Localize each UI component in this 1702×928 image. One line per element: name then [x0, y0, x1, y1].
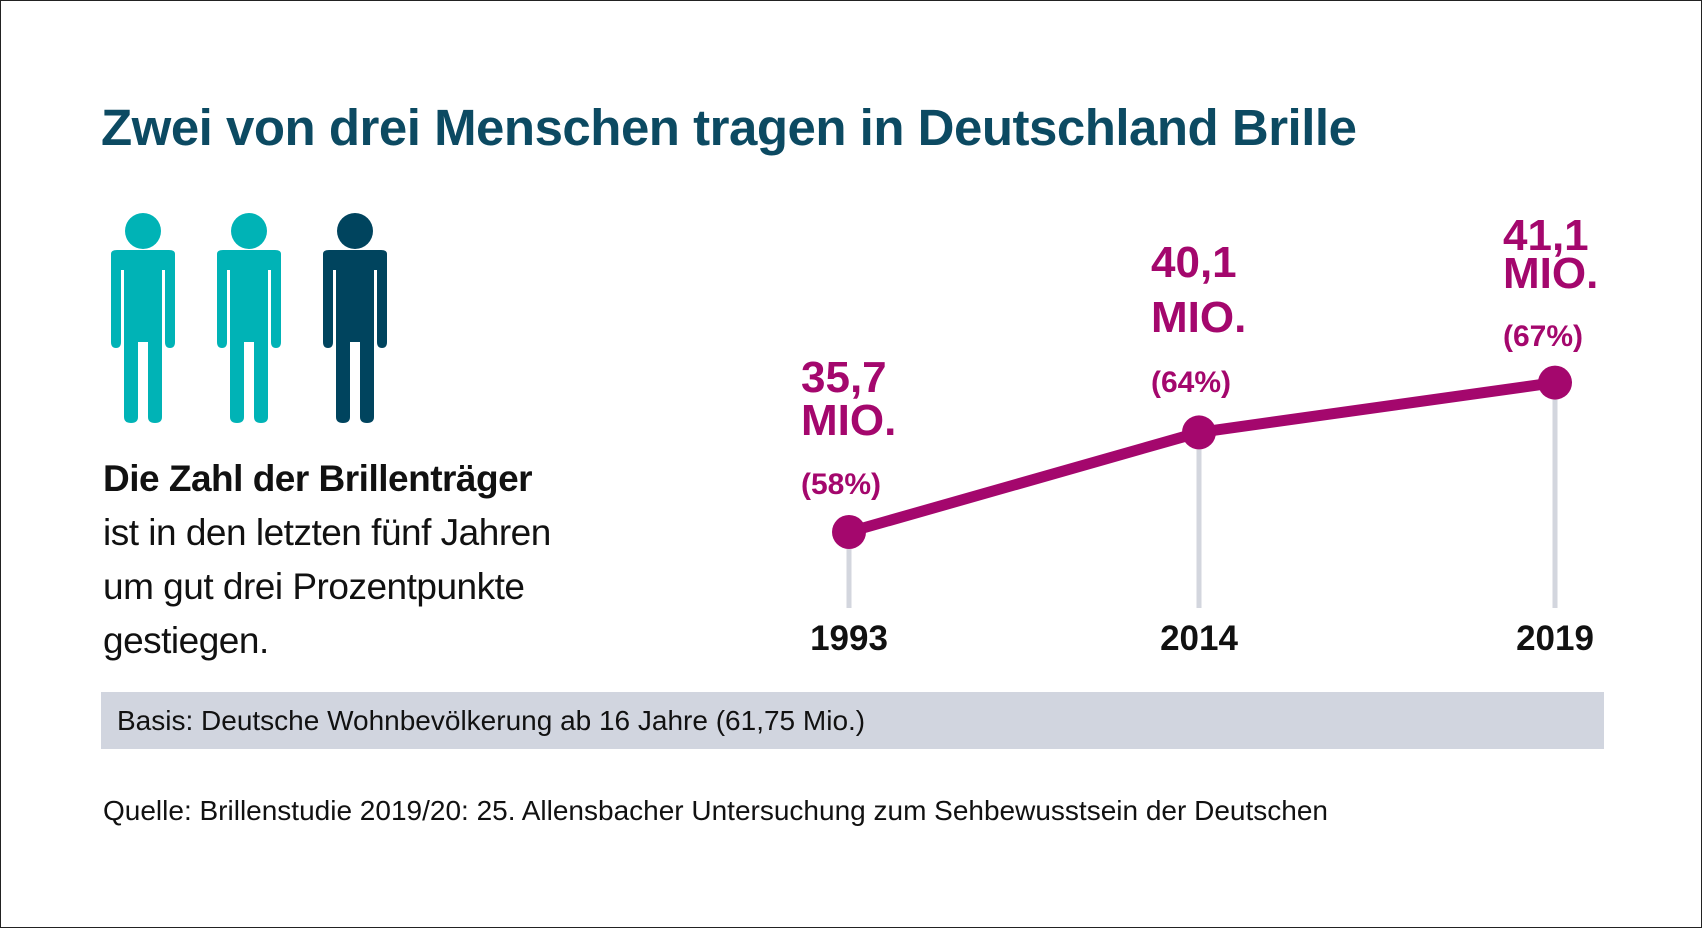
value-label: 41,1: [1503, 211, 1589, 260]
percent-label: (58%): [801, 468, 881, 501]
source-text: Quelle: Brillenstudie 2019/20: 25. Allen…: [103, 795, 1328, 826]
x-tick-label: 1993: [810, 619, 888, 658]
unit-label: MIO.: [1503, 249, 1598, 298]
data-point: [832, 515, 866, 549]
description-bold: Die Zahl der Brillenträger: [103, 458, 533, 499]
unit-label: MIO.: [801, 396, 896, 445]
percent-label: (64%): [1151, 366, 1231, 399]
page-title: Zwei von drei Menschen tragen in Deutsch…: [101, 99, 1357, 156]
value-label: 40,1: [1151, 238, 1237, 287]
basis-bar: Basis: Deutsche Wohnbevölkerung ab 16 Ja…: [101, 692, 1604, 749]
series-line: [847, 377, 1556, 538]
data-point: [1182, 415, 1216, 450]
description-line: um gut drei Prozentpunkte: [103, 566, 525, 607]
description: Die Zahl der Brillenträger ist in den le…: [103, 452, 551, 668]
percent-label: (67%): [1503, 320, 1583, 353]
description-line: gestiegen.: [103, 620, 269, 661]
line-chart: 1993 2014 201935,7MIO.(58%)40,1MIO.(64%)41…: [801, 211, 1598, 658]
x-tick-label: 2014: [1160, 619, 1238, 658]
data-point: [1538, 365, 1572, 400]
unit-label: MIO.: [1151, 293, 1246, 342]
value-label: 35,7: [801, 353, 887, 402]
description-line: ist in den letzten fünf Jahren: [103, 512, 551, 553]
x-tick-label: 2019: [1516, 619, 1594, 658]
basis-text: Basis: Deutsche Wohnbevölkerung ab 16 Ja…: [117, 705, 866, 736]
